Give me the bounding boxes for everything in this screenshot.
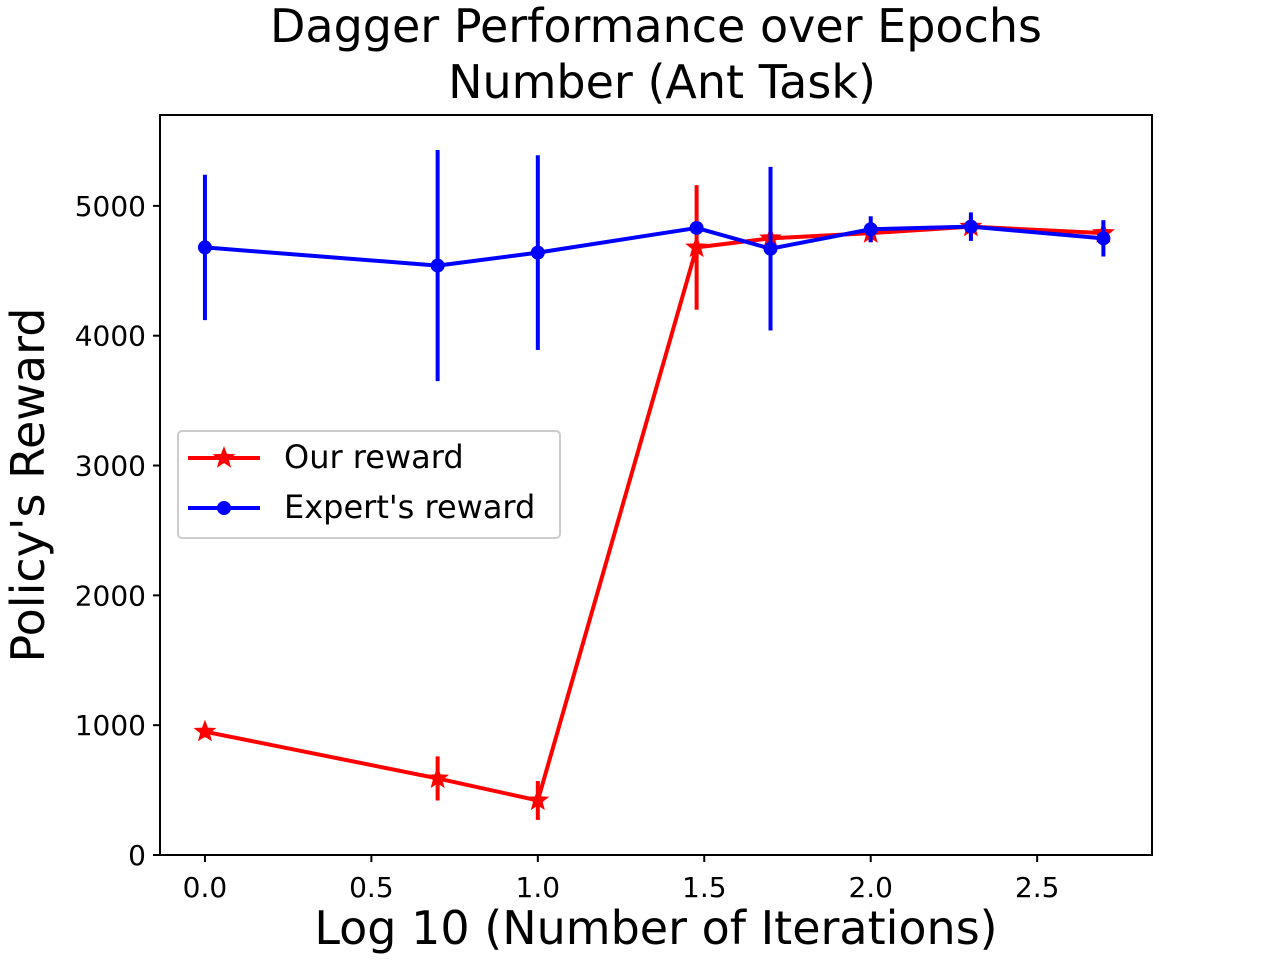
chart-title-line-2: Number (Ant Task) bbox=[448, 55, 876, 109]
data-point bbox=[193, 719, 217, 742]
data-point bbox=[197, 240, 212, 255]
data-point bbox=[430, 258, 445, 273]
data-point bbox=[863, 222, 878, 237]
data-point bbox=[689, 220, 704, 235]
y-tick-label: 5000 bbox=[75, 190, 146, 223]
y-tick-label: 2000 bbox=[75, 579, 146, 612]
x-tick-label: 2.0 bbox=[848, 871, 893, 904]
y-axis-label: Policy's Reward bbox=[1, 308, 55, 663]
legend-label-experts-reward: Expert's reward bbox=[284, 488, 535, 526]
y-tick-label: 3000 bbox=[75, 450, 146, 483]
data-point bbox=[530, 245, 545, 260]
y-tick-label: 0 bbox=[128, 839, 146, 872]
data-point bbox=[685, 235, 709, 258]
x-tick-label: 0.5 bbox=[349, 871, 394, 904]
x-tick-label: 2.5 bbox=[1015, 871, 1060, 904]
x-axis-label: Log 10 (Number of Iterations) bbox=[314, 901, 997, 955]
data-point bbox=[426, 766, 450, 789]
legend-label-our-reward: Our reward bbox=[284, 438, 464, 476]
y-axis: 0 1000 2000 3000 4000 5000 bbox=[75, 190, 160, 872]
chart-title-line-1: Dagger Performance over Epochs bbox=[270, 0, 1042, 53]
x-axis: 0.0 0.5 1.0 1.5 2.0 2.5 bbox=[183, 855, 1060, 904]
legend: Our reward Expert's reward bbox=[177, 430, 561, 539]
data-point bbox=[526, 788, 550, 811]
series-line bbox=[204, 224, 1104, 268]
data-point bbox=[963, 219, 978, 234]
x-tick-label: 0.0 bbox=[183, 871, 228, 904]
plot-area bbox=[193, 150, 1115, 820]
data-point bbox=[763, 241, 778, 256]
series-expert-s-reward bbox=[197, 150, 1111, 382]
x-tick-label: 1.0 bbox=[516, 871, 561, 904]
y-tick-label: 1000 bbox=[75, 709, 146, 742]
legend-marker-our-reward bbox=[212, 446, 236, 468]
legend-marker-experts-reward bbox=[217, 501, 231, 515]
data-point bbox=[1096, 231, 1111, 246]
y-tick-label: 4000 bbox=[75, 320, 146, 353]
x-tick-label: 1.5 bbox=[682, 871, 727, 904]
plot-frame bbox=[159, 114, 1153, 856]
legend-box bbox=[177, 430, 561, 539]
